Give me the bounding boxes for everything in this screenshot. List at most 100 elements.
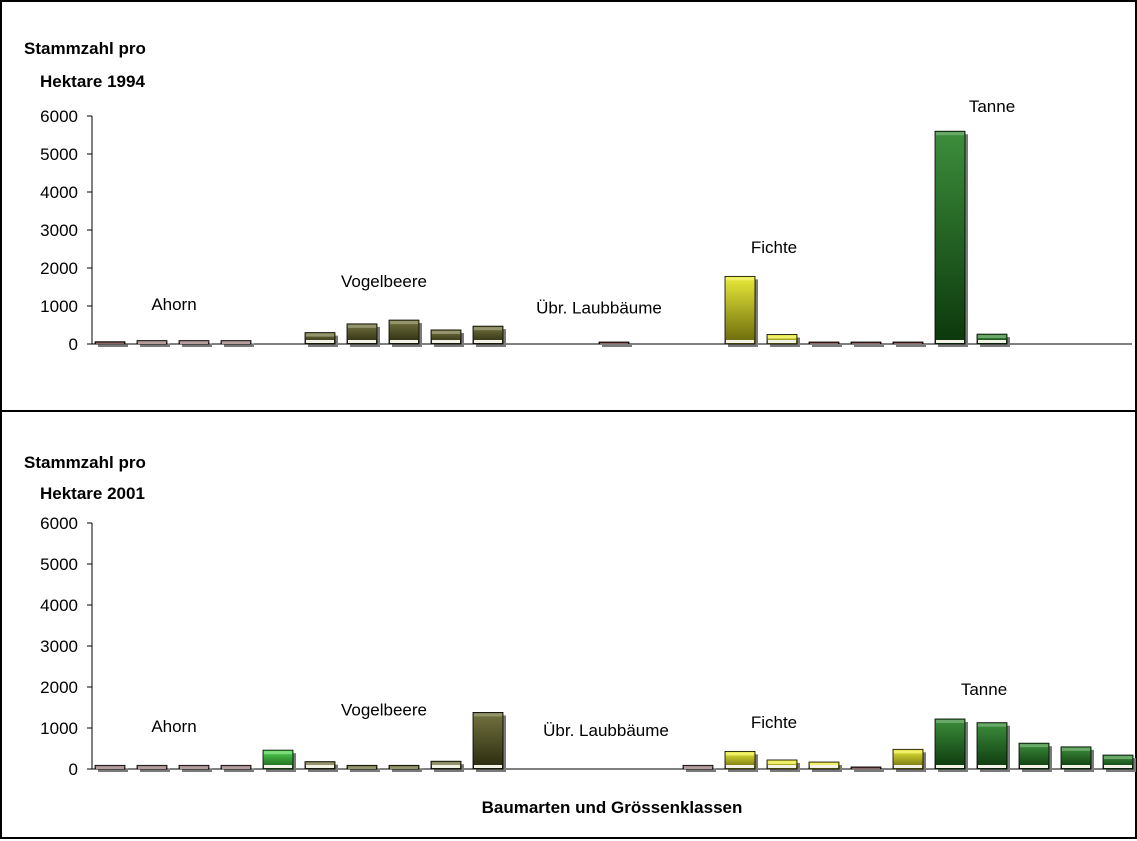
bar — [304, 761, 338, 772]
bar-body — [388, 319, 420, 345]
bar-highlight — [894, 343, 922, 344]
group-label: Vogelbeere — [341, 272, 427, 291]
y-tick-label: 3000 — [40, 221, 78, 240]
bar-highlight — [1062, 747, 1090, 751]
bar-base — [768, 765, 796, 768]
group-label: Vogelbeere — [341, 701, 427, 720]
bar-base — [1062, 765, 1090, 768]
bar-highlight — [810, 343, 838, 344]
y-tick-label: 4000 — [40, 596, 78, 615]
bar-shadow — [686, 768, 716, 772]
y-tick-label: 0 — [69, 335, 78, 354]
bar — [472, 325, 506, 347]
bar-base — [474, 765, 502, 768]
chart-title-line2: Hektare 2001 — [40, 484, 145, 503]
bar-shadow — [392, 768, 422, 772]
bar-highlight — [894, 750, 922, 754]
bar — [934, 718, 968, 772]
bar-highlight — [936, 132, 964, 136]
bar-body — [472, 712, 504, 770]
bar — [136, 764, 170, 772]
bar — [1102, 754, 1136, 772]
bar-highlight — [600, 343, 628, 344]
bar-highlight — [726, 752, 754, 756]
bar-highlight — [306, 762, 334, 766]
bar-shadow — [854, 345, 884, 347]
bar-base — [264, 765, 292, 768]
bar-highlight — [96, 766, 124, 769]
bar-highlight — [390, 766, 418, 769]
bar-highlight — [852, 343, 880, 344]
bar — [1060, 746, 1094, 772]
bar-base — [1020, 765, 1048, 768]
bar — [220, 764, 254, 772]
bar — [724, 275, 758, 347]
bar-base — [306, 340, 334, 343]
bar-base — [936, 340, 964, 343]
bar-base — [726, 340, 754, 343]
y-tick-label: 3000 — [40, 637, 78, 656]
bar-highlight — [852, 767, 880, 769]
bar-highlight — [978, 723, 1006, 727]
bar-base — [894, 765, 922, 768]
chart-2001: Stammzahl pro Hektare 2001 Baumarten und… — [24, 453, 1136, 817]
bar-body — [472, 325, 504, 345]
bar — [598, 341, 632, 347]
bar-shadow — [224, 768, 254, 772]
y-tick-label: 4000 — [40, 183, 78, 202]
bar-shadow — [182, 343, 212, 347]
bar-highlight — [222, 341, 250, 344]
bar — [766, 759, 800, 772]
bar-highlight — [96, 342, 124, 344]
bar — [976, 333, 1010, 347]
y-tick-label: 2000 — [40, 259, 78, 278]
bar — [850, 341, 884, 347]
bar-body — [304, 332, 336, 345]
bar — [724, 750, 758, 772]
bar-highlight — [726, 277, 754, 281]
bar-base — [978, 765, 1006, 768]
bar-base — [978, 340, 1006, 343]
bar-body — [766, 759, 798, 770]
y-tick-label: 6000 — [40, 514, 78, 533]
bar-highlight — [768, 760, 796, 764]
bar — [430, 760, 464, 772]
bar-highlight — [768, 335, 796, 339]
bar — [178, 340, 212, 347]
bar-shadow — [224, 343, 254, 347]
bar — [220, 340, 254, 347]
bar-base — [306, 765, 334, 768]
bar — [472, 712, 506, 772]
bar-body — [976, 333, 1008, 345]
bar-highlight — [684, 766, 712, 769]
chart-title-line1: Stammzahl pro — [24, 453, 146, 472]
bar-base — [432, 765, 460, 768]
bar — [934, 130, 968, 347]
bar-shadow — [98, 768, 128, 772]
bar — [430, 329, 464, 347]
bar-body — [892, 748, 924, 770]
bar-highlight — [180, 341, 208, 344]
bar-body — [724, 750, 756, 770]
bar-body — [934, 130, 966, 345]
y-tick-label: 1000 — [40, 719, 78, 738]
group-label: Übr. Laubbäume — [536, 299, 662, 318]
chart-panel-2001: Stammzahl pro Hektare 2001 Baumarten und… — [0, 410, 1137, 839]
bar — [892, 748, 926, 772]
bar — [178, 764, 212, 772]
y-tick-label: 5000 — [40, 555, 78, 574]
bar-body — [724, 275, 756, 345]
bar-highlight — [138, 766, 166, 769]
y-tick-label: 2000 — [40, 678, 78, 697]
bar — [94, 341, 128, 347]
bar — [388, 764, 422, 772]
bar-highlight — [810, 763, 838, 767]
bar-shadow — [182, 768, 212, 772]
bar-highlight — [474, 327, 502, 331]
bar — [808, 341, 842, 347]
bar-base — [348, 340, 376, 343]
y-tick-label: 0 — [69, 760, 78, 779]
bar — [850, 766, 884, 772]
bar — [976, 722, 1010, 772]
bar — [346, 764, 380, 772]
